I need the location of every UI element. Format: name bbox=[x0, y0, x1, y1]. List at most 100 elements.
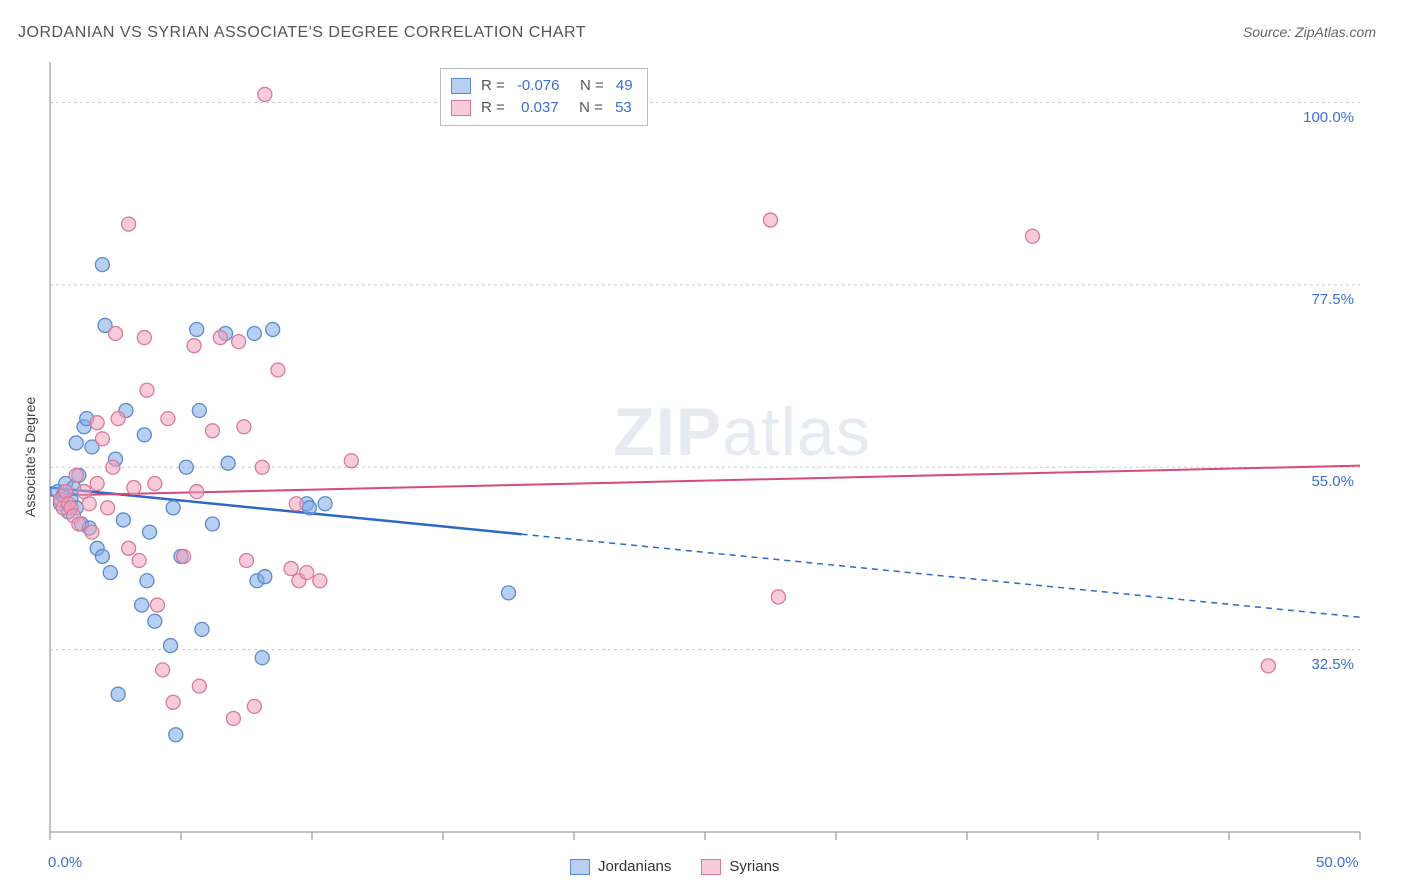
legend-row: R = 0.037 N = 53 bbox=[451, 97, 633, 119]
scatter-point bbox=[177, 549, 191, 563]
scatter-point bbox=[143, 525, 157, 539]
scatter-point bbox=[195, 622, 209, 636]
legend-swatch bbox=[451, 100, 471, 116]
legend-n-value: 49 bbox=[616, 75, 633, 97]
scatter-point bbox=[318, 497, 332, 511]
scatter-point bbox=[140, 574, 154, 588]
scatter-point bbox=[255, 651, 269, 665]
scatter-point bbox=[1026, 229, 1040, 243]
scatter-point bbox=[289, 497, 303, 511]
scatter-point bbox=[284, 562, 298, 576]
scatter-point bbox=[69, 468, 83, 482]
legend-item: Jordanians bbox=[570, 858, 671, 875]
scatter-point bbox=[103, 566, 117, 580]
scatter-point bbox=[247, 699, 261, 713]
scatter-point bbox=[764, 213, 778, 227]
legend-swatch bbox=[701, 859, 721, 875]
scatter-point bbox=[122, 541, 136, 555]
scatter-point bbox=[140, 383, 154, 397]
chart-title: JORDANIAN VS SYRIAN ASSOCIATE'S DEGREE C… bbox=[18, 24, 586, 42]
y-tick-label: 32.5% bbox=[1311, 656, 1354, 673]
scatter-point bbox=[95, 549, 109, 563]
scatter-point bbox=[95, 432, 109, 446]
y-tick-label: 77.5% bbox=[1311, 291, 1354, 308]
legend-r-label: R = bbox=[481, 75, 509, 97]
scatter-point bbox=[240, 553, 254, 567]
scatter-point bbox=[132, 553, 146, 567]
scatter-point bbox=[166, 501, 180, 515]
scatter-point bbox=[192, 679, 206, 693]
legend-swatch bbox=[451, 78, 471, 94]
scatter-point bbox=[771, 590, 785, 604]
scatter-point bbox=[1261, 659, 1275, 673]
scatter-point bbox=[109, 327, 123, 341]
scatter-point bbox=[156, 663, 170, 677]
scatter-point bbox=[192, 404, 206, 418]
scatter-point bbox=[187, 339, 201, 353]
scatter-point bbox=[166, 695, 180, 709]
scatter-point bbox=[111, 687, 125, 701]
scatter-point bbox=[232, 335, 246, 349]
scatter-point bbox=[116, 513, 130, 527]
legend-n-label: N = bbox=[567, 75, 607, 97]
scatter-point bbox=[258, 570, 272, 584]
scatter-point bbox=[148, 614, 162, 628]
scatter-point bbox=[72, 517, 86, 531]
scatter-point bbox=[161, 412, 175, 426]
y-tick-label: 55.0% bbox=[1311, 473, 1354, 490]
correlation-legend: R = -0.076 N = 49R = 0.037 N = 53 bbox=[440, 68, 648, 126]
scatter-plot bbox=[50, 62, 1360, 832]
legend-item: Syrians bbox=[701, 858, 779, 875]
scatter-point bbox=[300, 566, 314, 580]
scatter-point bbox=[502, 586, 516, 600]
legend-r-value: -0.076 bbox=[517, 75, 560, 97]
scatter-point bbox=[148, 476, 162, 490]
scatter-point bbox=[255, 460, 269, 474]
scatter-point bbox=[179, 460, 193, 474]
scatter-point bbox=[226, 712, 240, 726]
scatter-point bbox=[82, 497, 96, 511]
scatter-point bbox=[101, 501, 115, 515]
legend-r-value: 0.037 bbox=[517, 97, 559, 119]
scatter-point bbox=[313, 574, 327, 588]
scatter-point bbox=[247, 327, 261, 341]
scatter-point bbox=[213, 331, 227, 345]
scatter-point bbox=[344, 454, 358, 468]
scatter-point bbox=[122, 217, 136, 231]
scatter-point bbox=[221, 456, 235, 470]
legend-row: R = -0.076 N = 49 bbox=[451, 75, 633, 97]
legend-n-label: N = bbox=[567, 97, 607, 119]
scatter-point bbox=[205, 424, 219, 438]
legend-r-label: R = bbox=[481, 97, 509, 119]
source-label: Source: ZipAtlas.com bbox=[1243, 24, 1376, 40]
scatter-point bbox=[150, 598, 164, 612]
scatter-point bbox=[266, 322, 280, 336]
scatter-point bbox=[302, 501, 316, 515]
scatter-point bbox=[271, 363, 285, 377]
scatter-point bbox=[137, 331, 151, 345]
scatter-point bbox=[106, 460, 120, 474]
scatter-point bbox=[135, 598, 149, 612]
scatter-point bbox=[85, 525, 99, 539]
y-axis-label: Associate's Degree bbox=[22, 397, 38, 517]
legend-series-name: Syrians bbox=[729, 858, 779, 875]
scatter-point bbox=[190, 485, 204, 499]
x-tick-label: 0.0% bbox=[48, 854, 82, 871]
y-tick-label: 100.0% bbox=[1303, 109, 1354, 126]
legend-series-name: Jordanians bbox=[598, 858, 671, 875]
scatter-point bbox=[127, 481, 141, 495]
scatter-point bbox=[190, 322, 204, 336]
series-legend: Jordanians Syrians bbox=[570, 858, 779, 875]
legend-n-value: 53 bbox=[615, 97, 632, 119]
scatter-point bbox=[90, 476, 104, 490]
scatter-point bbox=[90, 416, 104, 430]
legend-swatch bbox=[570, 859, 590, 875]
scatter-point bbox=[237, 420, 251, 434]
scatter-point bbox=[258, 87, 272, 101]
x-tick-label: 50.0% bbox=[1316, 854, 1359, 871]
scatter-point bbox=[95, 258, 109, 272]
scatter-point bbox=[69, 436, 83, 450]
scatter-point bbox=[205, 517, 219, 531]
scatter-point bbox=[137, 428, 151, 442]
scatter-point bbox=[111, 412, 125, 426]
